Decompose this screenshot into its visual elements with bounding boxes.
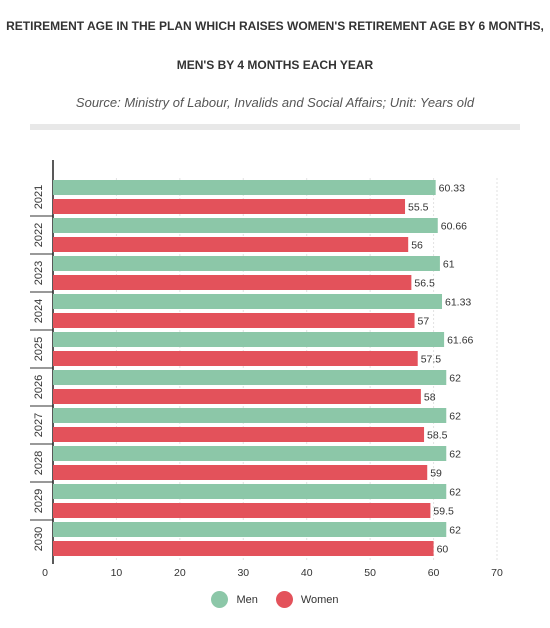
category-label-2028: 2028 <box>33 451 45 475</box>
bar-women-2022 <box>53 237 409 252</box>
x-tick-label-60: 60 <box>428 567 440 579</box>
data-label-men-2024: 61.33 <box>445 297 471 309</box>
bar-men-2029 <box>53 484 447 499</box>
data-label-women-2026: 58 <box>424 392 436 404</box>
bar-women-2030 <box>53 541 434 556</box>
legend-item-men[interactable]: Men <box>211 591 258 608</box>
bar-women-2028 <box>53 465 428 480</box>
legend: Men Women <box>0 591 550 608</box>
x-tick-label-20: 20 <box>174 567 186 579</box>
bar-men-2025 <box>53 332 445 347</box>
category-label-2029: 2029 <box>33 489 45 513</box>
legend-label-women: Women <box>300 593 339 606</box>
bar-women-2023 <box>53 275 412 290</box>
data-label-women-2025: 57.5 <box>421 354 442 366</box>
bar-men-2023 <box>53 256 440 271</box>
data-label-women-2021: 55.5 <box>408 202 429 214</box>
x-tick-label-10: 10 <box>111 567 123 579</box>
category-label-2024: 2024 <box>33 299 45 323</box>
x-tick-label-30: 30 <box>237 567 249 579</box>
data-label-men-2021: 60.33 <box>439 183 465 195</box>
data-label-women-2027: 58.5 <box>427 430 448 442</box>
category-label-2026: 2026 <box>33 375 45 399</box>
legend-item-women[interactable]: Women <box>275 591 339 608</box>
data-label-women-2030: 60 <box>437 544 449 556</box>
chart-title-line-1: RETIREMENT AGE IN THE PLAN WHICH RAISES … <box>6 19 544 33</box>
legend-label-men: Men <box>236 593 258 606</box>
bar-men-2028 <box>53 446 447 461</box>
category-label-2030: 2030 <box>33 527 45 551</box>
data-label-men-2029: 62 <box>449 487 461 499</box>
bar-chart: 2021 60.33 55.5 2022 60.66 56 2023 61 56.5 2024 61… <box>30 160 503 579</box>
bar-men-2030 <box>53 522 447 537</box>
bar-women-2024 <box>53 313 415 328</box>
data-label-men-2028: 62 <box>449 449 461 461</box>
chart-title-line-2: MEN'S BY 4 MONTHS EACH YEAR <box>176 58 374 72</box>
bar-men-2024 <box>53 294 443 309</box>
category-label-2021: 2021 <box>33 185 45 209</box>
data-label-men-2023: 61 <box>443 259 455 271</box>
bar-women-2026 <box>53 389 421 404</box>
bar-women-2021 <box>53 199 406 214</box>
data-label-men-2022: 60.66 <box>441 221 467 233</box>
data-label-women-2022: 56 <box>411 240 423 252</box>
bar-men-2026 <box>53 370 447 385</box>
bar-women-2027 <box>53 427 425 442</box>
bar-men-2021 <box>53 180 436 195</box>
x-tick-label-40: 40 <box>301 567 313 579</box>
x-tick-label-0: 0 <box>42 567 48 579</box>
data-label-women-2029: 59.5 <box>433 506 454 518</box>
data-label-women-2023: 56.5 <box>414 278 435 290</box>
category-label-2023: 2023 <box>33 261 45 285</box>
bar-women-2025 <box>53 351 418 366</box>
bar-men-2027 <box>53 408 447 423</box>
bar-women-2029 <box>53 503 431 518</box>
data-label-men-2026: 62 <box>449 373 461 385</box>
header-divider <box>30 124 520 130</box>
category-label-2022: 2022 <box>33 223 45 247</box>
legend-swatch-men <box>211 591 229 608</box>
x-tick-label-50: 50 <box>364 567 376 579</box>
chart-subtitle: Source: Ministry of Labour, Invalids and… <box>75 95 475 110</box>
data-label-men-2030: 62 <box>449 525 461 537</box>
data-label-men-2027: 62 <box>449 411 461 423</box>
bar-men-2022 <box>53 218 438 233</box>
data-label-men-2025: 61.66 <box>447 335 473 347</box>
legend-swatch-women <box>275 591 293 608</box>
category-label-2027: 2027 <box>33 413 45 437</box>
data-label-women-2024: 57 <box>418 316 430 328</box>
x-tick-label-70: 70 <box>491 567 503 579</box>
data-label-women-2028: 59 <box>430 468 442 480</box>
category-label-2025: 2025 <box>33 337 45 361</box>
